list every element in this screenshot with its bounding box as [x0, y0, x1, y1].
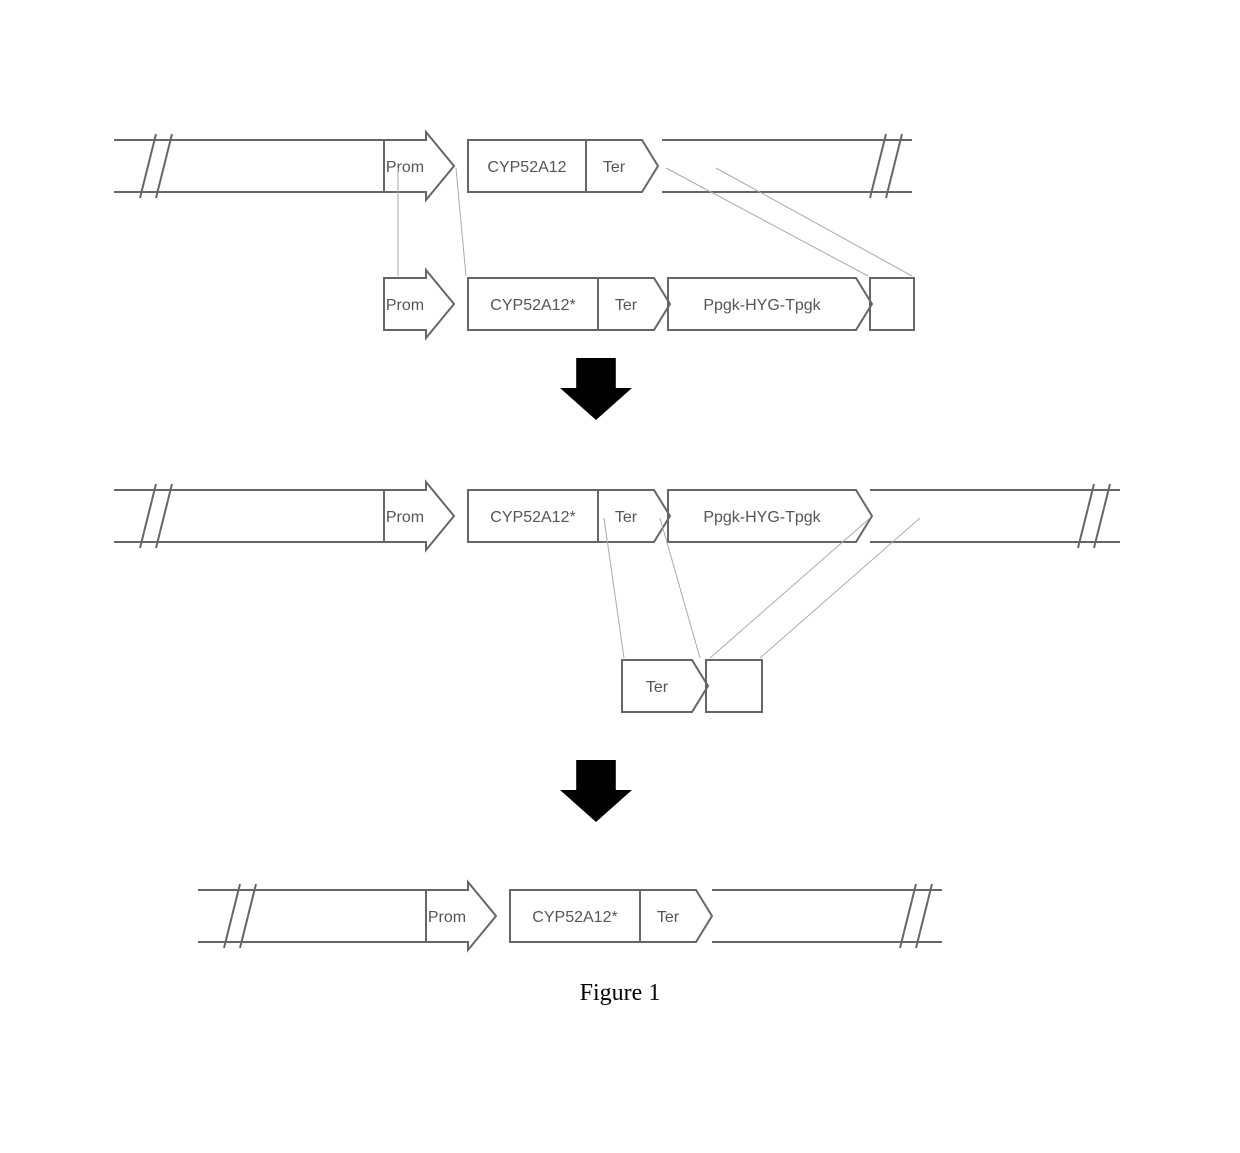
guide-g2c	[710, 518, 870, 658]
row2-gene-gene-label: CYP52A12*	[490, 509, 575, 526]
cassette1-prom-label: Prom	[386, 297, 424, 314]
row3-left-flank-slash-0	[224, 884, 240, 948]
cassette1-gene: CYP52A12* Ter	[468, 278, 670, 330]
cassette1-tail	[870, 278, 914, 330]
row1-gene: CYP52A12 Ter	[468, 140, 658, 192]
row2-hyg: Ppgk-HYG-Tpgk	[668, 490, 872, 542]
row3-right-flank	[712, 884, 942, 948]
row3-left-flank	[198, 884, 426, 948]
row2-left-flank-slash-1	[156, 484, 172, 548]
cassette1-gene-gene-label: CYP52A12*	[490, 297, 575, 314]
row2-prom-label: Prom	[386, 509, 424, 526]
row2-right-flank	[870, 484, 1120, 548]
row1-right-flank-slash-0	[870, 134, 886, 198]
row1-gene-gene-label: CYP52A12	[487, 159, 566, 176]
row3-gene-gene-label: CYP52A12*	[532, 909, 617, 926]
guide-g1b	[456, 168, 466, 276]
down-arrow-1	[560, 358, 632, 420]
row3-gene-ter-label: Ter	[657, 909, 680, 926]
row1-prom-label: Prom	[386, 159, 424, 176]
row1-prom: Prom	[384, 132, 454, 200]
cassette2-ter-label: Ter	[646, 679, 669, 696]
cassette2-tail	[706, 660, 762, 712]
cassette1-hyg: Ppgk-HYG-Tpgk	[668, 278, 872, 330]
guide-g1c	[666, 168, 868, 276]
row1-gene-ter-label: Ter	[603, 159, 626, 176]
row2-right-flank-slash-1	[1094, 484, 1110, 548]
guide-g2b	[660, 518, 700, 658]
row1-left-flank	[114, 134, 384, 198]
row2-left-flank	[114, 484, 384, 548]
row3-prom-label: Prom	[428, 909, 466, 926]
row2-prom: Prom	[384, 482, 454, 550]
row2-gene: CYP52A12* Ter	[468, 490, 670, 542]
cassette2-ter: Ter	[622, 660, 708, 712]
guide-g2a	[604, 518, 624, 658]
row1-left-flank-slash-0	[140, 134, 156, 198]
row3-prom: Prom	[426, 882, 496, 950]
row1-right-flank-slash-1	[886, 134, 902, 198]
row3-left-flank-slash-1	[240, 884, 256, 948]
row2-gene-ter-label: Ter	[615, 509, 638, 526]
row3-right-flank-slash-0	[900, 884, 916, 948]
row1-right-flank	[662, 134, 912, 198]
cassette1-gene-ter-label: Ter	[615, 297, 638, 314]
cassette1-hyg-label: Ppgk-HYG-Tpgk	[703, 297, 821, 314]
row3-gene: CYP52A12* Ter	[510, 890, 712, 942]
row1-left-flank-slash-1	[156, 134, 172, 198]
figure-caption: Figure 1	[580, 980, 661, 1006]
row3-right-flank-slash-1	[916, 884, 932, 948]
row2-right-flank-slash-0	[1078, 484, 1094, 548]
guide-g2d	[760, 518, 920, 658]
row2-left-flank-slash-0	[140, 484, 156, 548]
cassette1-prom: Prom	[384, 270, 454, 338]
row2-hyg-label: Ppgk-HYG-Tpgk	[703, 509, 821, 526]
down-arrow-2	[560, 760, 632, 822]
guide-g1d	[716, 168, 912, 276]
